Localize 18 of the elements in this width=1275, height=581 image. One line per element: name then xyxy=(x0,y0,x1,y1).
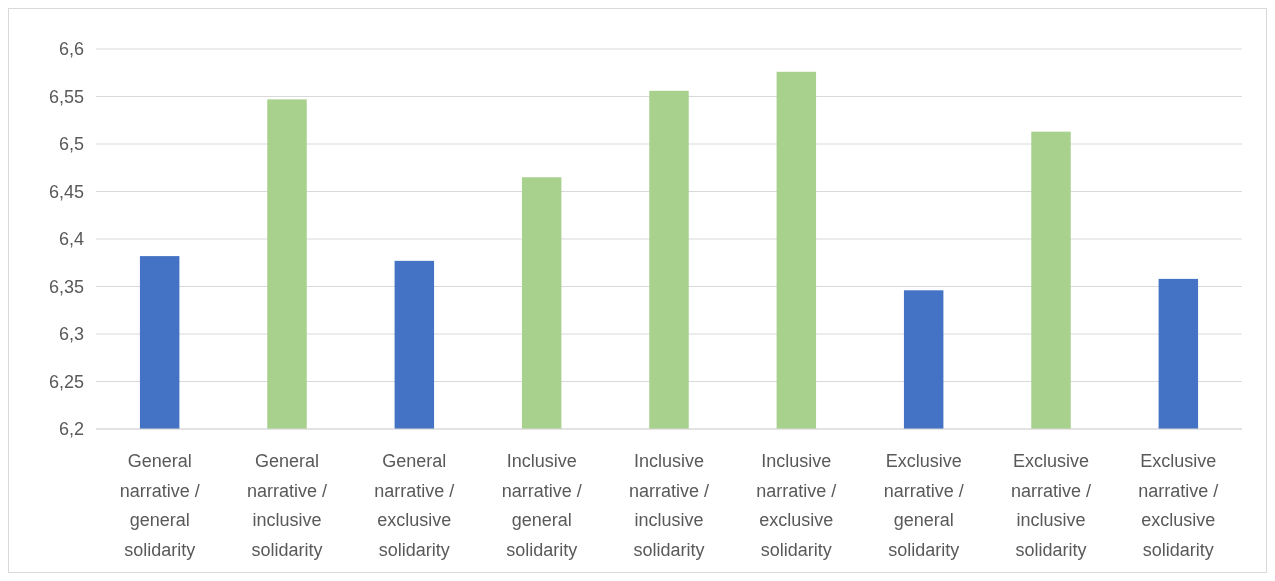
y-tick-label: 6,4 xyxy=(58,229,84,250)
y-tick-label: 6,2 xyxy=(58,419,84,440)
y-tick-label: 6,25 xyxy=(48,371,84,392)
x-tick-label: Inclusive narrative / inclusive solidarity xyxy=(628,451,710,560)
x-tick-label: Exclusive narrative / general solidarity xyxy=(883,451,964,560)
x-tick-label: General narrative / general solidarity xyxy=(119,451,200,560)
x-tick-label: Inclusive narrative / exclusive solidarity xyxy=(756,451,837,560)
x-tick-label: Exclusive narrative / inclusive solidarity xyxy=(1010,451,1092,560)
x-tick-label: General narrative / inclusive solidarity xyxy=(246,451,328,560)
y-tick-label: 6,6 xyxy=(58,39,84,60)
x-tick-label: General narrative / exclusive solidarity xyxy=(374,451,455,560)
x-tick-label: Exclusive narrative / exclusive solidarity xyxy=(1138,451,1219,560)
y-tick-label: 6,5 xyxy=(58,134,84,155)
y-tick-label: 6,45 xyxy=(48,181,84,202)
y-tick-label: 6,35 xyxy=(48,276,84,297)
y-tick-label: 6,3 xyxy=(58,324,84,345)
y-tick-label: 6,55 xyxy=(48,86,84,107)
x-tick-label: Inclusive narrative / general solidarity xyxy=(501,451,582,560)
